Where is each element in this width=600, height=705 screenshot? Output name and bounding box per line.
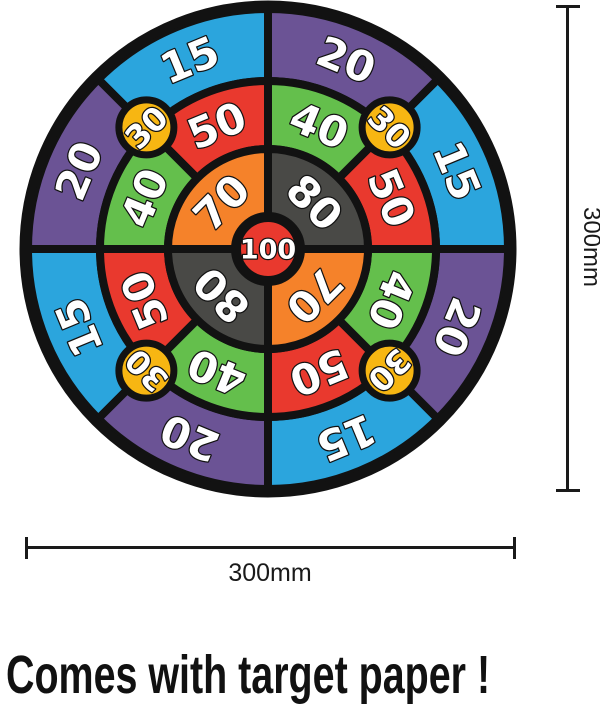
- badge-30-circle: [115, 339, 178, 402]
- height-dimension: 300mm: [556, 5, 600, 492]
- bullseye: [233, 214, 303, 284]
- width-dimension: 300mm: [25, 537, 516, 587]
- bullseye-label: 100: [240, 235, 296, 266]
- badge-30-circle: [115, 96, 178, 159]
- board-rim: [19, 0, 517, 498]
- badge-30-circle: [358, 339, 421, 402]
- badge-30-circle: [358, 96, 421, 159]
- height-dimension-label: 300mm: [578, 207, 600, 287]
- width-dimension-label: 300mm: [228, 559, 311, 587]
- caption-text: Comes with target paper !: [6, 645, 491, 705]
